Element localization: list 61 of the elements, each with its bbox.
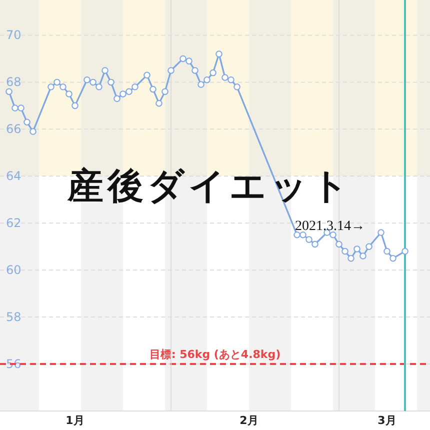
point xyxy=(90,78,96,86)
point xyxy=(234,84,240,90)
point xyxy=(72,102,78,110)
point xyxy=(54,78,60,86)
point xyxy=(360,252,366,260)
point xyxy=(102,67,108,74)
annotation: 2021.3.14→ xyxy=(295,219,365,234)
point xyxy=(30,128,36,135)
point xyxy=(402,248,408,255)
y-tick-label: 60 xyxy=(6,263,22,278)
point xyxy=(390,254,396,262)
point xyxy=(48,84,54,90)
x-tick-label: 2月 xyxy=(240,414,258,427)
point xyxy=(84,76,90,84)
point xyxy=(162,88,168,95)
point xyxy=(222,74,228,81)
point xyxy=(366,243,372,250)
y-tick-label: 66 xyxy=(6,122,22,136)
point xyxy=(120,90,126,98)
point xyxy=(108,78,114,86)
y-tick-label: 68 xyxy=(6,75,22,90)
point xyxy=(168,67,174,74)
text: 産後ダイエット xyxy=(66,166,352,207)
x-tick-label: 1月 xyxy=(66,414,84,427)
y-tick-label: 64 xyxy=(6,169,22,184)
point xyxy=(114,95,120,102)
point xyxy=(60,84,66,90)
point xyxy=(96,84,102,90)
point xyxy=(378,229,384,236)
point xyxy=(300,231,306,238)
point xyxy=(12,104,18,112)
y-tick-label: 70 xyxy=(6,28,22,42)
point xyxy=(126,88,132,95)
point xyxy=(216,50,222,58)
point xyxy=(228,76,234,84)
point xyxy=(150,86,156,93)
point xyxy=(180,55,186,62)
point xyxy=(192,67,198,74)
point xyxy=(66,90,72,98)
point xyxy=(144,72,150,79)
point xyxy=(198,81,204,88)
point xyxy=(312,240,318,248)
point xyxy=(132,84,138,90)
y-tick-label: 58 xyxy=(6,310,22,324)
point xyxy=(348,254,354,262)
point xyxy=(6,88,12,95)
point xyxy=(342,248,348,255)
point xyxy=(330,231,336,238)
point xyxy=(294,231,300,238)
point xyxy=(204,76,210,84)
x-tick-label: 3月 xyxy=(378,414,396,427)
point xyxy=(210,69,216,76)
point xyxy=(18,104,24,112)
y-tick-label: 62 xyxy=(6,216,22,230)
point xyxy=(354,246,360,252)
point xyxy=(336,240,342,248)
point xyxy=(306,236,312,243)
point xyxy=(156,100,162,107)
point xyxy=(384,248,390,255)
point xyxy=(24,118,30,126)
point xyxy=(186,58,192,64)
